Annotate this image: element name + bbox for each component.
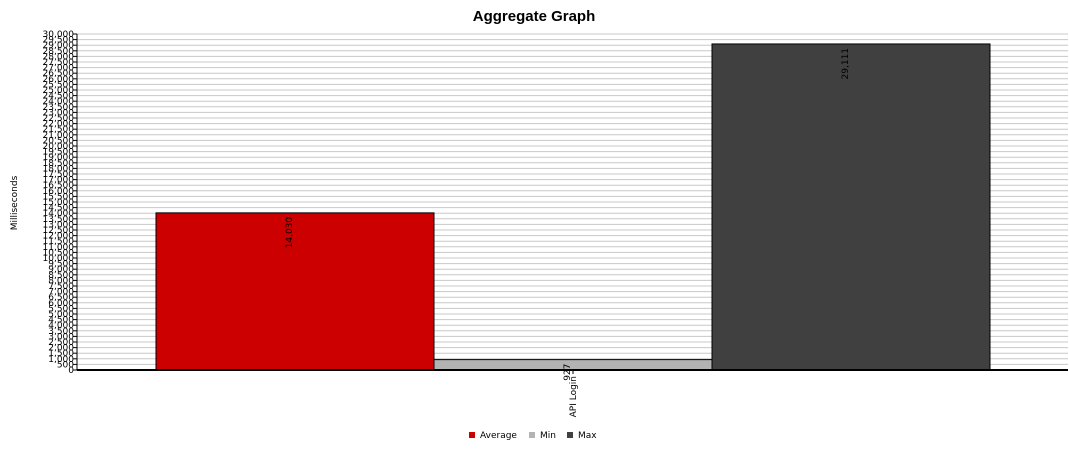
y-tick-label: 10,000	[43, 254, 75, 264]
data-label-min: 927	[563, 364, 573, 381]
y-tick-label: 5,500	[48, 304, 74, 314]
y-tick-label: 14,000	[43, 209, 75, 219]
y-tick-label: 20,500	[43, 136, 75, 146]
y-tick-label: 18,000	[43, 164, 75, 174]
y-tick-label: 21,000	[43, 131, 75, 141]
x-category-label: API Login	[569, 376, 579, 417]
bars	[155, 43, 991, 371]
y-tick-label: 16,500	[43, 181, 75, 191]
y-tick-label: 4,000	[48, 321, 74, 331]
y-tick-label: 16,000	[43, 187, 75, 197]
y-tick-label: 15,000	[43, 198, 75, 208]
y-tick-label: 22,000	[43, 120, 75, 130]
y-tick-label: 12,000	[43, 232, 75, 242]
y-tick-label: 2,500	[48, 338, 74, 348]
data-labels: 14,030 927 29,111	[285, 48, 851, 381]
y-tick-label: 23,500	[43, 103, 75, 113]
y-tick-label: 17,500	[43, 170, 75, 180]
y-tick-label: 13,500	[43, 215, 75, 225]
chart-title: Aggregate Graph	[473, 8, 596, 25]
y-tick-label: 25,000	[43, 86, 75, 96]
y-tick-label: 2,000	[48, 344, 74, 354]
y-tick-label: 28,000	[43, 52, 75, 62]
y-tick-label: 26,500	[43, 69, 75, 79]
y-tick-label: 15,500	[43, 192, 75, 202]
y-tick-label: 29,000	[43, 41, 75, 51]
y-tick-label: 25,500	[43, 80, 75, 90]
y-tick-label: 27,500	[43, 58, 75, 68]
y-tick-label: 11,500	[43, 237, 75, 247]
y-tick-label: 3,000	[48, 332, 74, 342]
y-tick-label: 12,500	[43, 226, 75, 236]
y-axis-label: Milliseconds	[10, 175, 20, 230]
y-tick-label: 1,000	[48, 355, 74, 365]
y-tick-label: 22,500	[43, 114, 75, 124]
category-labels: API Login	[569, 370, 579, 417]
bar-min[interactable]	[433, 359, 713, 371]
y-tick-label: 26,000	[43, 75, 75, 85]
y-tick-label: 5,000	[48, 310, 74, 320]
y-tick-label: 29,500	[43, 36, 75, 46]
legend-label-min[interactable]: Min	[540, 431, 556, 441]
y-tick-label: 24,000	[43, 97, 75, 107]
y-tick-label: 8,000	[48, 276, 74, 286]
y-tick-label: 19,500	[43, 148, 75, 158]
legend-swatch-average[interactable]	[469, 432, 475, 438]
legend-swatch-max[interactable]	[567, 432, 573, 438]
y-tick-label: 7,500	[48, 282, 74, 292]
legend-label-max[interactable]: Max	[578, 431, 597, 441]
y-tick-label: 1,500	[48, 349, 74, 359]
y-tick-label: 21,500	[43, 125, 75, 135]
bar-max[interactable]	[711, 43, 991, 371]
y-tick-label: 18,500	[43, 159, 75, 169]
y-tick-label: 8,500	[48, 271, 74, 281]
bar-average[interactable]	[155, 212, 435, 371]
y-tick-label: 23,000	[43, 108, 75, 118]
y-tick-label: 6,500	[48, 293, 74, 303]
y-tick-label: 500	[57, 360, 74, 370]
y-tick-label: 19,000	[43, 153, 75, 163]
y-tick-label: 6,000	[48, 299, 74, 309]
y-tick-label: 20,000	[43, 142, 75, 152]
y-tick-label: 14,500	[43, 204, 75, 214]
y-tick-label: 13,000	[43, 220, 75, 230]
y-tick-label: 0	[68, 366, 74, 376]
y-ticks: 05001,0001,5002,0002,5003,0003,5004,0004…	[43, 30, 77, 376]
data-label-max: 29,111	[841, 48, 851, 80]
y-tick-label: 17,000	[43, 176, 75, 186]
y-tick-label: 28,500	[43, 47, 75, 57]
y-tick-label: 3,500	[48, 327, 74, 337]
y-tick-label: 27,000	[43, 64, 75, 74]
data-label-average: 14,030	[285, 217, 295, 249]
legend[interactable]: Average Min Max	[469, 431, 597, 441]
y-tick-label: 9,000	[48, 265, 74, 275]
legend-label-average[interactable]: Average	[480, 431, 517, 441]
y-tick-label: 10,500	[43, 248, 75, 258]
y-tick-label: 9,500	[48, 260, 74, 270]
y-tick-label: 7,000	[48, 288, 74, 298]
y-tick-label: 30,000	[43, 30, 75, 40]
legend-swatch-min[interactable]	[529, 432, 535, 438]
y-tick-label: 11,000	[43, 243, 75, 253]
y-tick-label: 24,500	[43, 92, 75, 102]
y-tick-label: 4,500	[48, 316, 74, 326]
